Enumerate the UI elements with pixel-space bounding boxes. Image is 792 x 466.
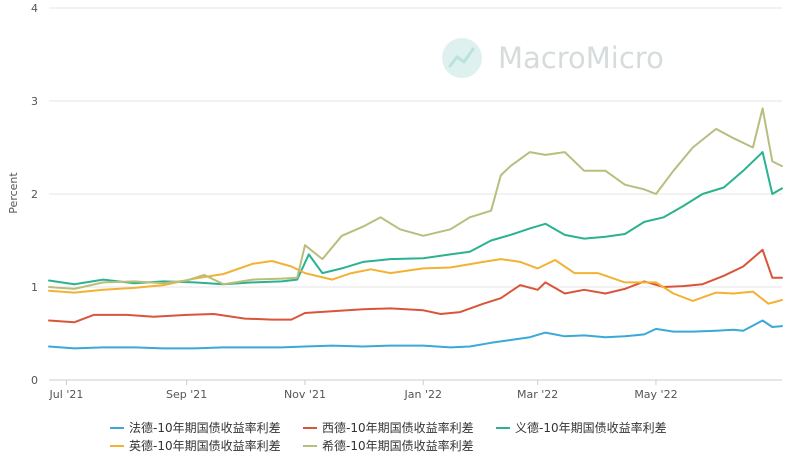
y-tick-label: 0 (31, 374, 38, 387)
legend-label: 法德-10年期国债收益率利差 (129, 420, 281, 435)
legend-item[interactable]: 西德-10年期国债收益率利差 (303, 420, 474, 435)
series-line-4 (48, 258, 783, 305)
x-axis-ticks: Jul '21 Sep '21 Nov '21 Jan '22 Mar '22 May '… (49, 380, 678, 401)
y-tick-label: 1 (31, 281, 38, 294)
watermark: MacroMicro (442, 38, 664, 78)
legend-item[interactable]: 希德-10年期国债收益率利差 (303, 438, 474, 453)
gridlines (49, 7, 782, 288)
series-lines (48, 107, 783, 350)
legend-label: 英德-10年期国债收益率利差 (129, 438, 281, 453)
legend: 法德-10年期国债收益率利差 西德-10年期国债收益率利差 义德-10年期国债收益率… (110, 420, 667, 453)
x-tick-label: May '22 (634, 388, 677, 401)
y-axis-ticks: 0 1 2 3 4 (31, 2, 38, 387)
macromicro-logo-icon (442, 38, 482, 78)
x-tick-label: Jul '21 (49, 388, 84, 401)
y-tick-label: 3 (31, 95, 38, 108)
legend-item[interactable]: 法德-10年期国债收益率利差 (110, 420, 281, 435)
x-tick-label: Nov '21 (284, 388, 326, 401)
legend-label: 义德-10年期国债收益率利差 (515, 420, 667, 435)
legend-item[interactable]: 义德-10年期国债收益率利差 (496, 420, 667, 435)
y-tick-label: 4 (31, 2, 38, 15)
series-line-1 (48, 319, 783, 350)
series-line-5 (48, 107, 783, 290)
x-tick-label: Jan '22 (404, 388, 442, 401)
legend-label: 希德-10年期国债收益率利差 (322, 438, 474, 453)
x-tick-label: Mar '22 (517, 388, 558, 401)
watermark-text: MacroMicro (498, 41, 664, 75)
y-tick-label: 2 (31, 188, 38, 201)
logo-trend-mark (448, 47, 475, 68)
x-tick-label: Sep '21 (166, 388, 207, 401)
series-line-2 (48, 248, 783, 324)
legend-label: 西德-10年期国债收益率利差 (322, 420, 474, 435)
legend-item[interactable]: 英德-10年期国债收益率利差 (110, 438, 281, 453)
y-axis-title: Percent (7, 172, 20, 214)
series-line-3 (48, 151, 783, 286)
